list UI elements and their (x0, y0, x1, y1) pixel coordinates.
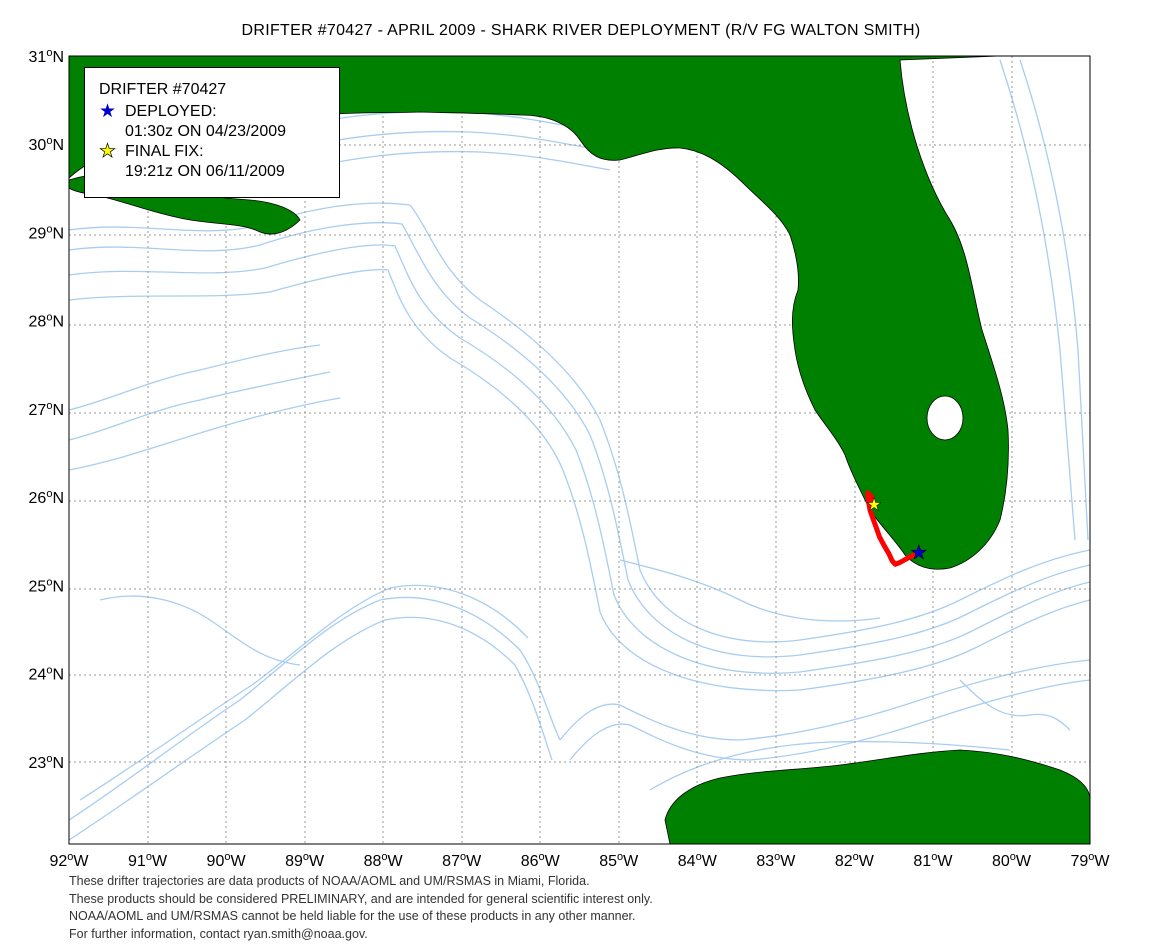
tick-label: 27oN (29, 400, 64, 419)
legend-final-time: 19:21z ON 06/11/2009 (125, 163, 285, 180)
legend-final-label: FINAL FIX: (125, 143, 204, 160)
tick-label: 89oW (285, 851, 325, 870)
disclaimer-line: For further information, contact ryan.sm… (69, 926, 368, 941)
tick-label: 81oW (913, 851, 953, 870)
disclaimer-line: These products should be considered PREL… (69, 891, 653, 906)
tick-label: 24oN (29, 665, 64, 684)
tick-label: 30oN (29, 135, 64, 154)
disclaimer-line: NOAA/AOML and UM/RSMAS cannot be held li… (69, 909, 636, 923)
legend-heading: DRIFTER #70427 (99, 81, 227, 98)
us-gulf-coast-land (69, 56, 1009, 570)
tick-label: 83oW (756, 851, 796, 870)
tick-label: 87oW (442, 851, 482, 870)
final-fix-star-icon: ★ (866, 494, 882, 514)
legend-deployed-label: DEPLOYED: (125, 103, 217, 120)
tick-label: 23oN (29, 753, 64, 772)
tick-label: 31oN (29, 47, 64, 66)
tick-label: 28oN (29, 312, 64, 331)
tick-label: 85oW (599, 851, 639, 870)
tick-label: 79oW (1070, 851, 1110, 870)
tick-label: 84oW (678, 851, 718, 870)
tick-label: 82oW (835, 851, 875, 870)
disclaimer-footer: These drifter trajectories are data prod… (69, 873, 653, 943)
cuba-land (664, 749, 1090, 844)
legend-deployed-row: ★ DEPLOYED: (99, 102, 339, 122)
map-title: DRIFTER #70427 - APRIL 2009 - SHARK RIVE… (241, 22, 921, 39)
graticule (69, 56, 1090, 844)
drifter-track (865, 490, 922, 567)
disclaimer-line: These drifter trajectories are data prod… (69, 874, 590, 888)
lakes (926, 395, 964, 441)
lake-okeechobee (926, 395, 964, 441)
tick-label: 90oW (207, 851, 247, 870)
tick-label: 91oW (128, 851, 168, 870)
plot-frame (68, 55, 1091, 845)
tick-label: 86oW (521, 851, 561, 870)
tick-label: 88oW (364, 851, 404, 870)
tick-label: 25oN (29, 576, 64, 595)
deployed-star-icon: ★ (910, 542, 928, 564)
legend-final-row: ★ FINAL FIX: (99, 142, 339, 162)
tick-label: 29oN (29, 223, 64, 242)
axis-ticks: 92oW 91oW 90oW 89oW 88oW 87oW 86oW 85oW 84oW 83oW… (29, 47, 1111, 870)
tick-label: 92oW (49, 851, 89, 870)
tick-label: 80oW (992, 851, 1032, 870)
legend-deployed-time: 01:30z ON 04/23/2009 (125, 123, 287, 140)
bathymetry-contours (69, 59, 1090, 841)
tick-label: 26oN (29, 488, 64, 507)
deployed-star-icon: ★ (99, 101, 117, 122)
final-fix-star-icon: ★ (99, 141, 117, 162)
map-legend: DRIFTER #70427 ★ DEPLOYED: 01:30z ON 04/… (84, 67, 340, 198)
